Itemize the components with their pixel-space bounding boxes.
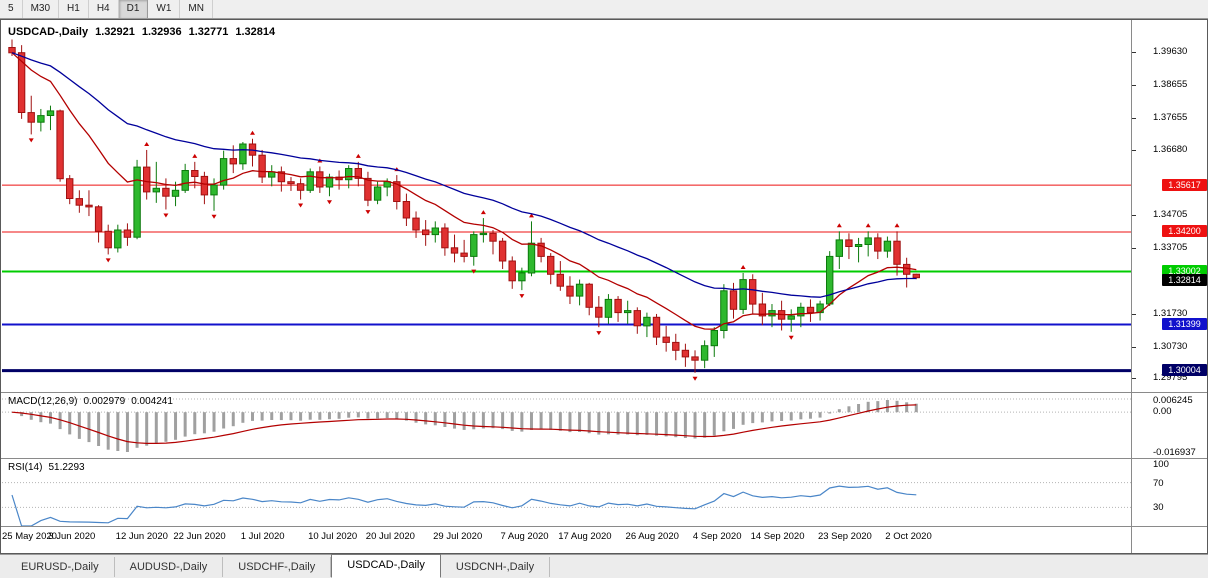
- axis-tick: [1132, 52, 1136, 54]
- macd-panel-canvas[interactable]: [0, 393, 1131, 458]
- date-label: 29 Jul 2020: [433, 531, 483, 542]
- macd-value-signal: 0.004241: [131, 396, 173, 407]
- price-level-badge: 1.30004: [1162, 364, 1207, 377]
- price-level-badge: 1.33002: [1162, 265, 1207, 278]
- timeframe-h1[interactable]: H1: [59, 0, 89, 18]
- axis-tick: [1132, 84, 1136, 86]
- axis-tick: [1132, 117, 1136, 119]
- timeframe-w1[interactable]: W1: [148, 0, 181, 18]
- timeframe-5[interactable]: 5: [0, 0, 23, 18]
- date-label: 22 Jun 2020: [173, 531, 226, 542]
- price-tick-label: 1.33705: [1153, 242, 1188, 254]
- tab-usdcnh-daily[interactable]: USDCNH-,Daily: [441, 557, 551, 577]
- timeframe-d1[interactable]: D1: [118, 0, 149, 18]
- date-label: 26 Aug 2020: [625, 531, 679, 542]
- last-price-badge: 1.32814: [1162, 274, 1207, 287]
- axis-tick: [1132, 149, 1136, 151]
- rsi-value: 51.2293: [48, 462, 85, 473]
- chart-tabs-bar: EURUSD-,Daily AUDUSD-,Daily USDCHF-,Daily U…: [0, 554, 1208, 578]
- date-label: 1 Jul 2020: [240, 531, 285, 542]
- date-label: 2 Oct 2020: [885, 531, 932, 542]
- date-label: 7 Aug 2020: [500, 531, 549, 542]
- rsi-axis-label: 30: [1153, 502, 1164, 514]
- tab-usdcad-daily[interactable]: USDCAD-,Daily: [331, 554, 441, 578]
- price-chart-canvas[interactable]: [0, 19, 1131, 392]
- price-tick-label: 1.30730: [1153, 340, 1188, 352]
- price-tick-label: 1.37655: [1153, 111, 1188, 123]
- ohlc-close: 1.32814: [235, 26, 276, 38]
- axis-tick: [1132, 248, 1136, 250]
- ohlc-high: 1.32936: [141, 26, 182, 38]
- axis-tick: [1132, 377, 1136, 379]
- price-axis[interactable]: 1.39630 1.38655 1.37655 1.36680 1.34705 1.337…: [1131, 19, 1208, 554]
- tab-usdchf-daily[interactable]: USDCHF-,Daily: [223, 557, 332, 577]
- panel-separator[interactable]: [0, 392, 1208, 393]
- price-level-badge: 1.35617: [1162, 178, 1207, 191]
- timeframe-m30[interactable]: M30: [23, 0, 60, 18]
- ohlc-low: 1.32771: [188, 26, 229, 38]
- tab-audusd-daily[interactable]: AUDUSD-,Daily: [115, 557, 224, 577]
- time-axis[interactable]: 25 May 2020 3 Jun 2020 12 Jun 2020 22 Jun 2…: [0, 527, 1131, 554]
- axis-tick: [1132, 313, 1136, 315]
- axis-tick: [1132, 215, 1136, 217]
- tab-eurusd-daily[interactable]: EURUSD-,Daily: [6, 557, 115, 577]
- macd-axis-label: 0.00: [1153, 406, 1172, 418]
- axis-tick: [1132, 346, 1136, 348]
- date-label: 25 May 2020: [2, 531, 57, 542]
- date-label: 17 Aug 2020: [558, 531, 612, 542]
- ohlc-open: 1.32921: [95, 26, 135, 38]
- price-level-badge: 1.31399: [1162, 318, 1207, 331]
- macd-axis-label: -0.016937: [1153, 447, 1196, 458]
- macd-axis-label: 0.006245: [1153, 395, 1193, 406]
- price-tick-label: 1.36680: [1153, 143, 1188, 155]
- macd-indicator-label: MACD(12,26,9) 0.002979 0.004241: [8, 396, 179, 407]
- timeframe-toolbar: 5 M30 H1 H4 D1 W1 MN: [0, 0, 1208, 19]
- price-tick-label: 1.31730: [1153, 307, 1188, 319]
- price-tick-label: 1.34705: [1153, 209, 1188, 221]
- price-tick-label: 1.29795: [1153, 371, 1188, 383]
- rsi-axis-label: 100: [1153, 459, 1169, 470]
- macd-name: MACD(12,26,9): [8, 396, 78, 407]
- rsi-axis-label: 70: [1153, 477, 1164, 489]
- rsi-name: RSI(14): [8, 462, 43, 473]
- chart-symbol-period: USDCAD-,Daily: [8, 26, 89, 38]
- rsi-indicator-label: RSI(14) 51.2293: [8, 462, 91, 473]
- panel-separator[interactable]: [0, 526, 1208, 527]
- panel-separator[interactable]: [0, 458, 1208, 459]
- rsi-panel-canvas[interactable]: [0, 459, 1131, 526]
- price-level-badge: 1.34200: [1162, 225, 1207, 238]
- date-label: 20 Jul 2020: [365, 531, 415, 542]
- chart-title: USDCAD-,Daily 1.32921 1.32936 1.32771 1.3281…: [8, 26, 282, 38]
- date-label: 10 Jul 2020: [308, 531, 358, 542]
- macd-value-main: 0.002979: [83, 396, 126, 407]
- timeframe-mn[interactable]: MN: [180, 0, 213, 18]
- date-label: 14 Sep 2020: [750, 531, 805, 542]
- timeframe-h4[interactable]: H4: [89, 0, 119, 18]
- date-label: 3 Jun 2020: [48, 531, 96, 542]
- price-tick-label: 1.38655: [1153, 78, 1188, 90]
- date-label: 12 Jun 2020: [115, 531, 168, 542]
- price-tick-label: 1.39630: [1153, 46, 1188, 58]
- date-label: 23 Sep 2020: [817, 531, 872, 542]
- date-label: 4 Sep 2020: [692, 531, 742, 542]
